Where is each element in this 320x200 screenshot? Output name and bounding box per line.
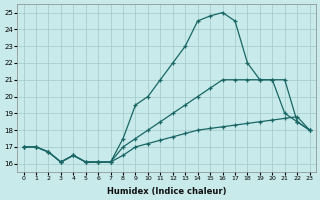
X-axis label: Humidex (Indice chaleur): Humidex (Indice chaleur)	[107, 187, 226, 196]
